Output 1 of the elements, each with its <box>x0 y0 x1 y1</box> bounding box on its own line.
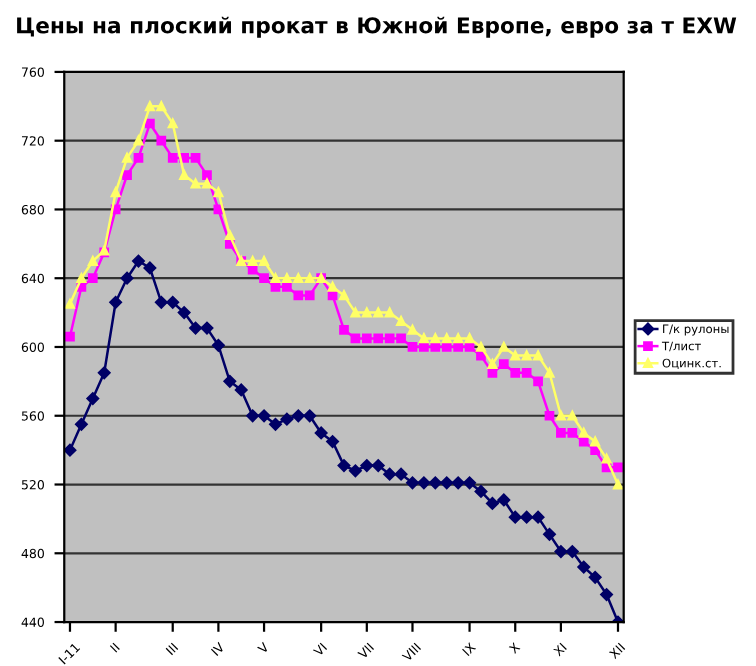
chart-title: Цены на плоский прокат в Южной Европе, евро за т EXW <box>17 16 737 38</box>
